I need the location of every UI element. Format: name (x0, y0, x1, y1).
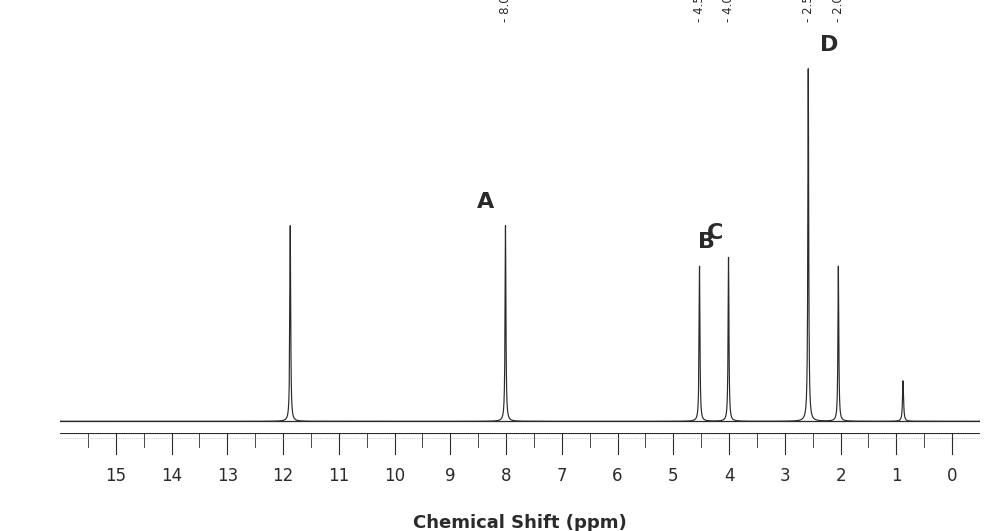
Text: 2: 2 (835, 467, 846, 485)
Text: 6: 6 (612, 467, 623, 485)
Text: B: B (698, 232, 715, 252)
Text: 7: 7 (557, 467, 567, 485)
Text: 3: 3 (780, 467, 790, 485)
Text: 15: 15 (105, 467, 126, 485)
Text: 8: 8 (501, 467, 511, 485)
Text: - 2.04: - 2.04 (832, 0, 845, 22)
Text: 10: 10 (384, 467, 405, 485)
Text: 5: 5 (668, 467, 679, 485)
Text: 11: 11 (328, 467, 349, 485)
Text: 12: 12 (272, 467, 294, 485)
Text: 14: 14 (161, 467, 182, 485)
Text: A: A (477, 192, 495, 211)
Text: 1: 1 (891, 467, 902, 485)
Text: Chemical Shift (ppm): Chemical Shift (ppm) (413, 513, 627, 531)
Text: 9: 9 (445, 467, 456, 485)
Text: - 8.01: - 8.01 (499, 0, 512, 22)
Text: 4: 4 (724, 467, 734, 485)
Text: 13: 13 (217, 467, 238, 485)
Text: 0: 0 (947, 467, 957, 485)
Text: - 4.53: - 4.53 (693, 0, 706, 22)
Text: D: D (820, 35, 839, 55)
Text: - 4.01: - 4.01 (722, 0, 735, 22)
Text: - 2.58: - 2.58 (802, 0, 815, 22)
Text: C: C (706, 224, 723, 243)
